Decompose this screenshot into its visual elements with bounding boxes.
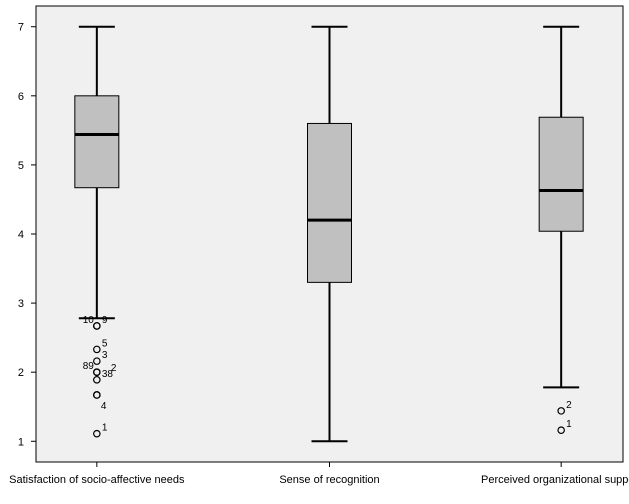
iqr-box — [538, 116, 584, 232]
outlier-label: 89 — [83, 361, 95, 372]
outlier-label: 9 — [102, 315, 108, 326]
y-tick-label: 3 — [18, 298, 24, 310]
outlier-label: 3 — [102, 350, 108, 361]
outlier-point — [93, 368, 101, 376]
y-tick-label: 6 — [18, 91, 24, 103]
iqr-box — [307, 122, 352, 283]
outlier-label: 5 — [102, 338, 108, 349]
y-tick-label: 7 — [18, 22, 24, 34]
box-group: 21 — [538, 25, 584, 435]
outlier-point — [93, 429, 101, 438]
outlier-label: 1 — [566, 419, 572, 430]
y-tick-label: 4 — [18, 229, 24, 241]
outlier-point — [93, 375, 101, 384]
outlier-point — [93, 357, 101, 365]
y-tick-label: 1 — [18, 436, 24, 448]
outlier-label: 10 — [83, 315, 95, 326]
y-tick-label: 2 — [18, 367, 24, 379]
x-category-label: Perceived organizational support — [481, 474, 629, 486]
box-group — [307, 25, 352, 443]
x-axis: Satisfaction of socio-affective needs Sen… — [9, 462, 629, 486]
outlier-point — [557, 426, 565, 435]
outlier-label: 2 — [111, 363, 117, 374]
iqr-box — [74, 95, 120, 189]
y-tick-label: 5 — [18, 160, 24, 172]
y-axis: 1 2 3 4 5 6 7 — [18, 22, 36, 448]
box-group: 10 9 53 89 238 4 1 — [74, 25, 120, 438]
outlier-label: 4 — [101, 401, 107, 412]
outlier-point — [93, 391, 101, 399]
outlier-label: 2 — [566, 400, 572, 411]
outlier-point — [557, 407, 565, 415]
outlier-label: 1 — [102, 423, 108, 434]
outlier-label: 38 — [102, 369, 114, 380]
outlier-point — [93, 322, 101, 330]
outlier-point — [93, 345, 101, 354]
x-category-label: Satisfaction of socio-affective needs — [9, 474, 185, 486]
x-category-label: Sense of recognition — [279, 474, 379, 486]
